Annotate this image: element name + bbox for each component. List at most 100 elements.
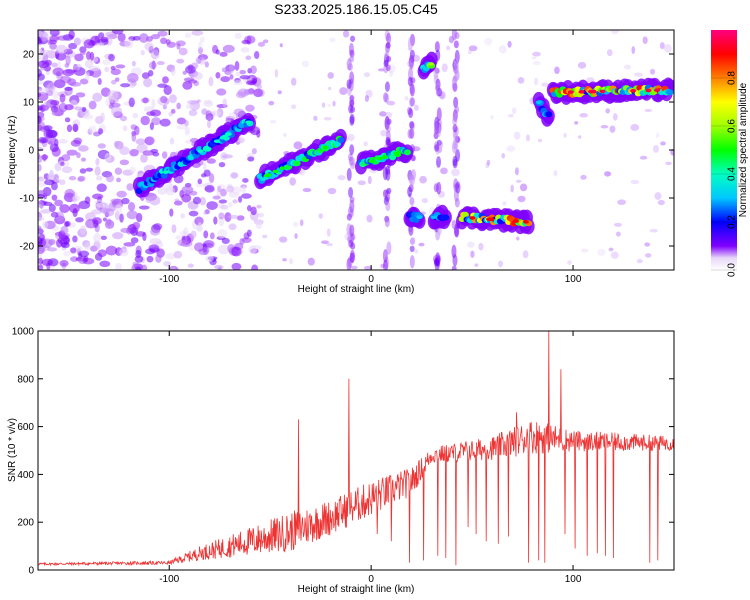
noise-speckle: [74, 53, 84, 62]
noise-speckle: [89, 51, 95, 61]
noise-speckle: [414, 249, 419, 254]
noise-speckle: [291, 104, 297, 110]
noise-speckle: [149, 122, 154, 131]
noise-speckle: [93, 232, 102, 243]
noise-speckle: [140, 153, 148, 163]
spectrogram-x-ticks: -100 0 100: [159, 30, 582, 285]
noise-speckle: [159, 118, 171, 127]
noise-speckle: [339, 87, 348, 96]
noise-speckle: [516, 236, 520, 241]
noise-speckle: [283, 133, 287, 137]
noise-speckle: [169, 66, 175, 73]
noise-speckle: [247, 156, 255, 162]
noise-speckle: [347, 133, 355, 142]
noise-speckle: [466, 241, 475, 248]
interference-speckle: [453, 132, 459, 147]
noise-speckle: [96, 202, 105, 208]
noise-speckle: [176, 102, 181, 110]
noise-speckle: [235, 113, 239, 120]
y-tick-label: 400: [17, 470, 34, 481]
noise-speckle: [141, 97, 150, 104]
noise-speckle: [135, 266, 142, 270]
noise-speckle: [228, 223, 237, 231]
noise-speckle: [72, 123, 79, 133]
interference-speckle: [382, 259, 388, 270]
noise-speckle: [631, 46, 636, 55]
noise-speckle: [100, 36, 109, 43]
feature-peak: [578, 90, 585, 94]
interference-speckle: [407, 36, 413, 51]
noise-speckle: [363, 265, 373, 270]
interference-speckle: [408, 108, 414, 119]
noise-speckle: [82, 114, 94, 120]
noise-speckle: [253, 51, 260, 60]
noise-speckle: [294, 233, 298, 239]
y-tick-label: 1000: [12, 327, 35, 338]
noise-speckle: [318, 213, 323, 219]
noise-speckle: [93, 240, 101, 251]
colorbar-tick-label: 0.0: [727, 263, 738, 277]
noise-speckle: [327, 103, 331, 108]
noise-speckle: [73, 37, 81, 46]
noise-speckle: [236, 215, 245, 221]
interference-speckle: [452, 124, 458, 133]
noise-speckle: [245, 104, 255, 112]
feature-peak: [630, 88, 637, 93]
noise-speckle: [176, 117, 187, 125]
noise-speckle: [123, 242, 136, 247]
noise-speckle: [199, 196, 206, 206]
noise-speckle: [212, 195, 221, 200]
noise-speckle: [193, 80, 200, 87]
interference-speckle: [408, 56, 414, 70]
noise-speckle: [534, 77, 538, 86]
noise-speckle: [445, 45, 451, 51]
noise-speckle: [233, 80, 243, 86]
noise-speckle: [42, 220, 49, 229]
interference-speckle: [410, 97, 416, 107]
noise-speckle: [216, 187, 221, 198]
noise-speckle: [79, 225, 87, 236]
spectrogram-blobs: [38, 30, 674, 270]
noise-speckle: [78, 202, 87, 210]
interference-speckle: [433, 257, 439, 265]
noise-speckle: [38, 115, 42, 125]
feature-peak: [430, 215, 437, 219]
feature-peak: [567, 90, 574, 94]
noise-speckle: [59, 260, 69, 267]
noise-speckle: [256, 84, 263, 90]
noise-speckle: [245, 80, 257, 86]
noise-speckle: [164, 183, 174, 191]
noise-speckle: [222, 98, 228, 108]
y-tick-label: -10: [20, 194, 35, 205]
noise-speckle: [41, 258, 53, 267]
noise-speckle: [478, 242, 484, 251]
noise-speckle: [532, 51, 541, 57]
feature-peak: [197, 149, 204, 153]
noise-speckle: [363, 72, 371, 78]
noise-speckle: [218, 212, 225, 220]
noise-speckle: [146, 255, 154, 263]
noise-speckle: [194, 72, 203, 80]
noise-speckle: [61, 154, 71, 162]
noise-speckle: [144, 136, 155, 146]
noise-speckle: [605, 108, 611, 114]
noise-speckle: [248, 245, 258, 254]
feature-peak: [225, 132, 232, 136]
noise-speckle: [85, 72, 90, 81]
noise-speckle: [498, 260, 503, 268]
noise-speckle: [38, 106, 44, 111]
noise-speckle: [166, 41, 176, 48]
y-tick-label: 20: [23, 50, 35, 61]
noise-speckle: [231, 262, 242, 270]
noise-speckle: [608, 247, 614, 252]
noise-speckle: [630, 179, 640, 185]
x-tick-label: 0: [368, 574, 374, 585]
noise-speckle: [61, 166, 73, 174]
noise-speckle: [175, 235, 182, 240]
interference-speckle: [346, 168, 352, 182]
interference-speckle: [436, 156, 442, 168]
interference-speckle: [350, 242, 356, 250]
noise-speckle: [178, 47, 188, 56]
noise-speckle: [141, 264, 148, 270]
noise-speckle: [364, 95, 370, 103]
